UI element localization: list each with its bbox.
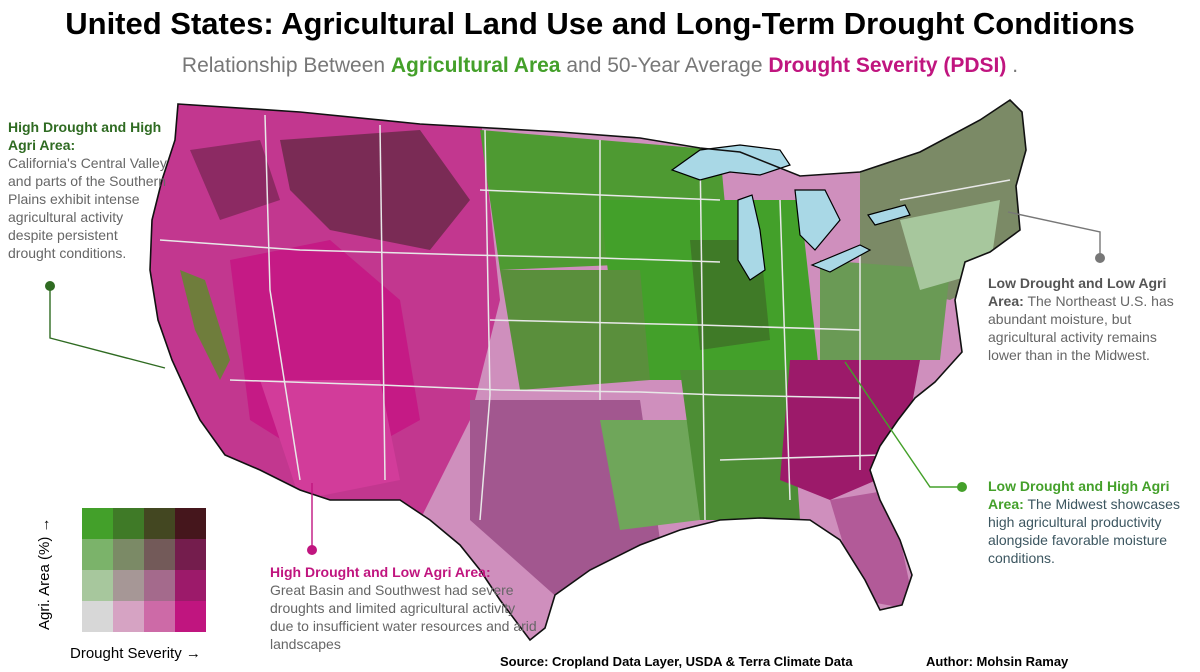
map-title: United States: Agricultural Land Use and… xyxy=(65,6,1135,41)
subtitle-post: . xyxy=(1006,54,1019,77)
lake-superior xyxy=(670,144,791,181)
boundary-line xyxy=(379,124,386,481)
arizona-region xyxy=(260,380,400,500)
boundary-line xyxy=(699,149,706,521)
boundary-line xyxy=(489,319,861,331)
leader-high-high xyxy=(49,286,166,369)
kansas-region xyxy=(500,270,650,390)
boundary-line xyxy=(479,129,491,521)
legend-cell xyxy=(144,508,175,539)
annotation-low-drought-high-agri: Low Drought and High Agri Area: The Midw… xyxy=(988,477,1193,567)
annotation-body: California's Central Valley and parts of… xyxy=(8,155,167,261)
leader-lines xyxy=(45,211,1105,555)
leader-dot-low-low xyxy=(1095,253,1105,263)
annotation-high-drought-low-agri: High Drought and Low Agri Area: Great Ba… xyxy=(270,563,540,653)
annotation-body: The Northeast U.S. has abundant moisture… xyxy=(988,293,1174,363)
boundary-line xyxy=(719,454,881,461)
subtitle-drought: Drought Severity (PDSI) xyxy=(768,54,1007,77)
legend-cell xyxy=(82,539,113,570)
southeast-drought-region xyxy=(780,360,920,500)
state-boundaries xyxy=(159,114,1011,521)
legend-y-label: Agri. Area (%) → xyxy=(36,517,53,630)
leader-low-low xyxy=(1007,211,1101,258)
legend-cell xyxy=(113,570,144,601)
texas-east-green xyxy=(600,420,700,530)
annotation-head: High Drought and High Agri Area: xyxy=(8,119,162,153)
lake-ontario xyxy=(867,204,911,226)
legend-cell xyxy=(144,539,175,570)
annotation-body: Great Basin and Southwest had severe dro… xyxy=(270,582,537,652)
boundary-line xyxy=(159,239,721,263)
leader-low-high xyxy=(844,361,962,488)
legend-cell xyxy=(82,508,113,539)
legend-cell xyxy=(82,570,113,601)
legend-x-label: Drought Severity → xyxy=(70,645,201,662)
annotation-head: High Drought and Low Agri Area: xyxy=(270,564,491,580)
boundary-line xyxy=(899,179,1011,201)
leader-dot-high-low xyxy=(307,545,317,555)
lake-huron xyxy=(794,189,841,251)
subtitle-pre: Relationship Between xyxy=(181,54,391,77)
legend-cell xyxy=(144,570,175,601)
florida-region xyxy=(830,490,915,610)
map-subtitle: Relationship Between Agricultural Area a… xyxy=(0,54,1200,78)
northern-rockies-dark xyxy=(280,130,470,250)
lake-erie xyxy=(810,244,872,273)
central-valley-region xyxy=(180,270,230,380)
annotation-head: Low Drought and High Agri Area: xyxy=(988,478,1170,512)
legend-cell xyxy=(113,601,144,632)
subtitle-agri: Agricultural Area xyxy=(390,54,561,77)
annotation-body: The Midwest showcases high agricultural … xyxy=(988,496,1180,566)
source-credit: Source: Cropland Data Layer, USDA & Terr… xyxy=(500,654,853,669)
appalachian-region xyxy=(820,260,950,360)
boundary-line xyxy=(264,114,301,481)
annotation-head: Low Drought and Low Agri Area: xyxy=(988,275,1167,309)
great-lakes xyxy=(670,144,911,281)
boundary-line xyxy=(229,379,861,399)
boundary-line xyxy=(479,189,721,201)
mississippi-region xyxy=(680,370,800,520)
annotation-high-drought-high-agri: High Drought and High Agri Area: Califor… xyxy=(8,118,168,262)
bivariate-legend xyxy=(82,508,206,632)
legend-cell xyxy=(175,601,206,632)
boundary-line xyxy=(779,199,791,501)
subtitle-mid: and 50-Year Average xyxy=(560,54,769,77)
legend-cell xyxy=(82,601,113,632)
legend-cell xyxy=(175,570,206,601)
lake-michigan xyxy=(737,194,766,281)
annotation-low-drought-low-agri: Low Drought and Low Agri Area: The North… xyxy=(988,274,1188,364)
legend-cell xyxy=(144,601,175,632)
oregon-dark xyxy=(190,140,280,220)
author-credit: Author: Mohsin Ramay xyxy=(926,654,1069,669)
leader-dot-high-high xyxy=(45,281,55,291)
legend-cell xyxy=(175,539,206,570)
leader-dot-low-high xyxy=(957,482,967,492)
legend-cell xyxy=(113,539,144,570)
legend-cell xyxy=(113,508,144,539)
legend-cell xyxy=(175,508,206,539)
